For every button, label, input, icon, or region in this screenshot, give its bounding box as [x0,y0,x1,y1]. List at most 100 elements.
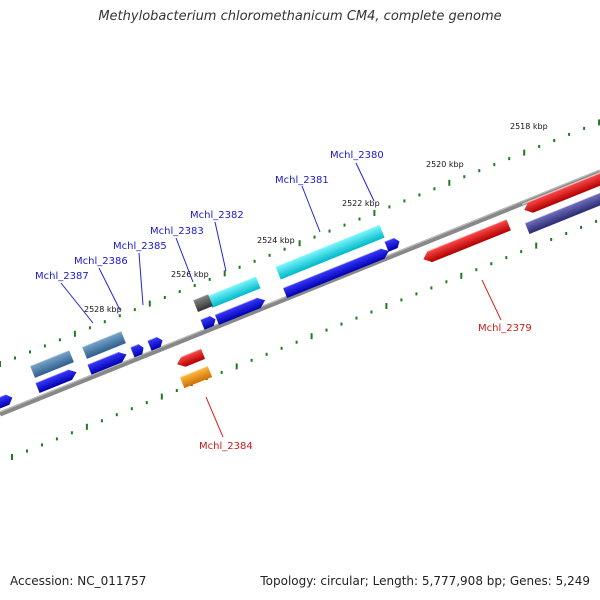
minor-tick [340,322,343,326]
tick-label-2518: 2518 kbp [510,122,548,131]
gene-label-mchl-2385[interactable]: Mchl_2385 [113,241,167,252]
major-tick [0,361,1,367]
minor-tick [145,401,148,405]
minor-tick [238,265,241,269]
cds-forward-7[interactable] [130,343,145,358]
major-tick [373,210,376,216]
major-tick [385,303,388,309]
minor-tick [26,449,28,453]
gene-label-mchl-2386[interactable]: Mchl_2386 [74,256,128,267]
callouts-forward [60,162,375,324]
tick-track-upper [0,119,600,367]
minor-tick [283,247,286,251]
minor-tick [508,157,511,161]
gene-mchl-2382[interactable] [207,275,261,308]
gene-navy[interactable] [524,189,600,235]
cds-reverse-upper[interactable] [521,169,600,216]
genome-backbone [0,169,600,417]
cds-forward-3[interactable] [200,314,217,330]
gene-label-mchl-2382[interactable]: Mchl_2382 [190,210,244,221]
minor-tick [520,250,523,254]
major-tick [460,272,463,279]
major-tick [448,179,451,186]
minor-tick [580,225,583,229]
gene-label-mchl-2380[interactable]: Mchl_2380 [330,150,384,161]
gene-label-mchl-2383[interactable]: Mchl_2383 [150,226,204,237]
gene-label-mchl-2379[interactable]: Mchl_2379 [478,323,532,334]
cds-reverse-mchl-2379[interactable] [420,218,511,265]
minor-tick [415,292,418,296]
minor-tick [355,316,358,320]
gene-mchl-2384[interactable] [179,365,213,389]
minor-tick [268,253,271,257]
minor-tick [14,356,16,360]
minor-tick [328,229,331,233]
minor-tick [403,199,406,203]
minor-tick [133,308,136,312]
minor-tick [553,139,556,142]
genome-info-text: Topology: circular; Length: 5,777,908 bp… [260,574,590,588]
tick-label-2520: 2520 kbp [426,160,464,169]
major-tick [148,300,151,307]
major-tick [11,454,13,460]
minor-tick [58,338,61,342]
minor-tick [70,431,73,435]
minor-tick [29,350,31,354]
minor-tick [313,235,316,239]
minor-tick [280,346,283,350]
cds-reverse-mchl-2384[interactable] [174,347,206,370]
gene-mchl-2381[interactable] [275,223,385,280]
major-tick [535,242,538,249]
gene-label-mchl-2384[interactable]: Mchl_2384 [199,441,253,452]
minor-tick [400,298,403,302]
minor-tick [463,175,466,179]
minor-tick [595,219,598,223]
minor-tick [505,256,508,260]
minor-tick [253,259,256,263]
accession-text: Accession: NC_011757 [10,574,147,588]
major-tick [298,240,301,247]
major-tick [73,330,76,337]
minor-tick [220,370,223,374]
minor-tick [445,280,448,284]
gene-label-mchl-2381[interactable]: Mchl_2381 [275,175,329,186]
minor-tick [295,340,298,344]
callouts-reverse [205,279,502,438]
map-title: Methylobacterium chloromethanicum CM4, c… [98,9,502,24]
major-tick [160,393,163,400]
major-tick [223,270,226,277]
minor-tick [418,193,421,197]
minor-tick [118,314,121,318]
minor-tick [115,413,118,417]
gene-label-mchl-2387[interactable]: Mchl_2387 [35,271,89,282]
major-tick [598,119,600,126]
cds-forward-9[interactable] [384,236,401,252]
minor-tick [475,268,478,272]
cds-forward-5[interactable] [35,367,78,393]
cds-forward-4[interactable] [87,349,128,375]
major-tick [310,333,313,340]
major-tick [523,149,526,156]
tick-label-2524: 2524 kbp [257,236,295,245]
cds-forward-6[interactable] [0,393,14,410]
minor-tick [88,326,91,330]
cds-forward-2[interactable] [214,295,267,325]
minor-tick [130,407,133,411]
cds-forward-8[interactable] [147,335,164,351]
major-tick [235,363,238,370]
minor-tick [43,344,46,348]
minor-tick [193,284,196,287]
tick-label-2522: 2522 kbp [342,199,380,208]
minor-tick [265,352,268,356]
minor-tick [163,296,166,299]
gene-mchl-2383[interactable] [192,293,213,313]
minor-tick [208,277,211,281]
gene-mchl-2386[interactable] [81,330,126,359]
minor-tick [538,145,541,148]
minor-tick [358,217,361,221]
minor-tick [370,310,373,314]
gene-mchl-2387[interactable] [29,349,74,378]
cds-forward-1[interactable] [282,246,391,299]
minor-tick [55,437,58,441]
